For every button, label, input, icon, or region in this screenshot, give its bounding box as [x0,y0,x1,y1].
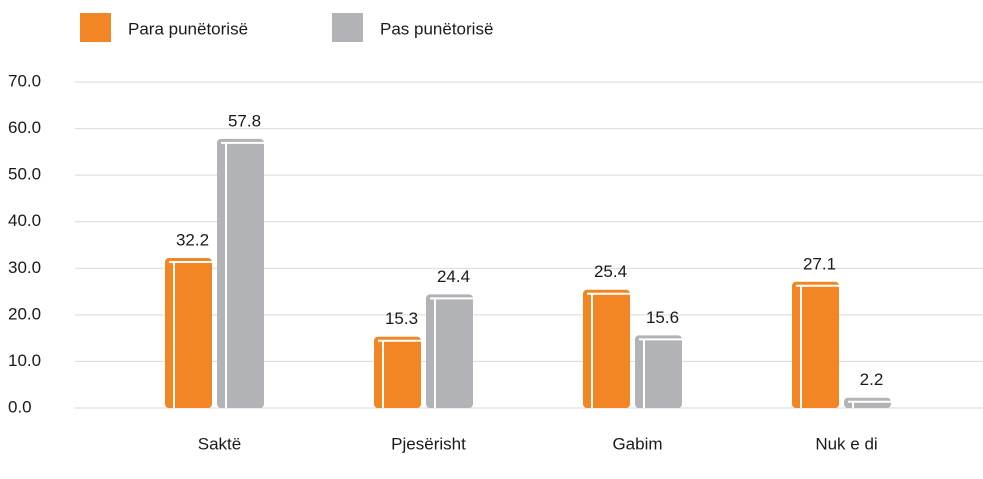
data-label: 57.8 [228,111,261,130]
data-label: 2.2 [860,370,884,389]
y-tick-label: 30.0 [8,258,41,277]
legend-swatch [332,13,363,42]
data-label: 15.3 [385,309,418,328]
y-tick-label: 0.0 [8,397,32,416]
bar [583,289,630,408]
bar [635,335,682,408]
data-label: 24.4 [437,267,470,286]
bar [426,294,473,408]
bar [792,281,839,408]
y-tick-label: 70.0 [8,71,41,90]
x-tick-label: Nuk e di [815,434,877,453]
x-tick-label: Gabim [612,434,662,453]
y-tick-label: 10.0 [8,351,41,370]
y-tick-label: 60.0 [8,118,41,137]
legend-swatch [80,13,111,42]
y-tick-label: 50.0 [8,165,41,184]
data-label: 25.4 [594,262,627,281]
y-tick-label: 20.0 [8,304,41,323]
y-tick-label: 40.0 [8,211,41,230]
data-label: 27.1 [803,254,836,273]
data-label: 15.6 [646,308,679,327]
x-tick-label: Saktë [198,434,241,453]
data-label: 32.2 [176,231,209,250]
bar [374,336,421,408]
bar [165,258,212,408]
x-tick-label: Pjesërisht [391,434,466,453]
legend-label: Para punëtorisë [128,19,248,38]
legend-label: Pas punëtorisë [380,19,493,38]
bar [844,397,891,408]
bar [217,138,264,408]
